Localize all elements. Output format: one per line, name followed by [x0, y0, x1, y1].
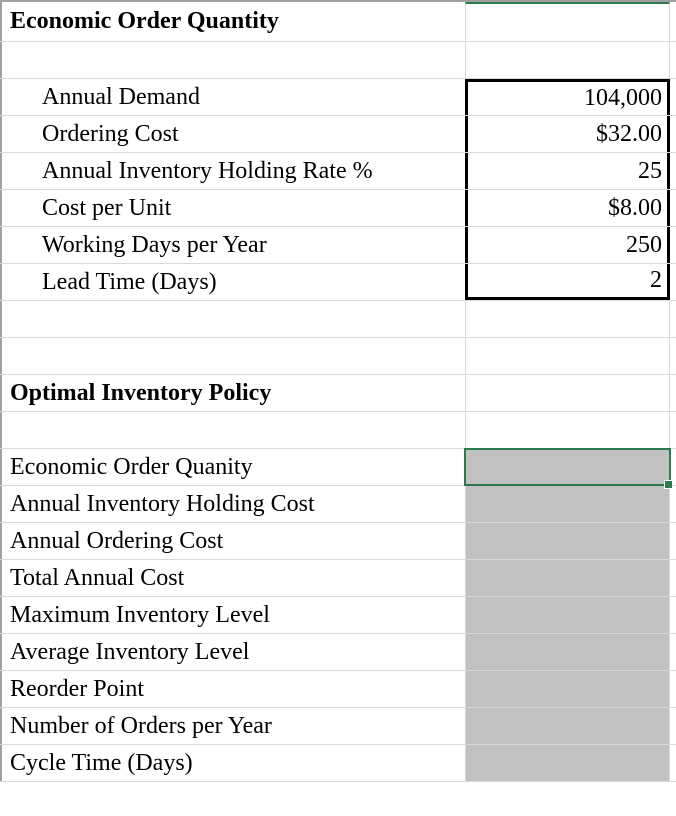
cell[interactable]	[0, 42, 465, 78]
table-row: Optimal Inventory Policy	[0, 375, 676, 412]
section2-title[interactable]: Optimal Inventory Policy	[0, 375, 465, 411]
output-value[interactable]	[465, 523, 670, 559]
table-row: Reorder Point	[0, 671, 676, 708]
table-row: Average Inventory Level	[0, 634, 676, 671]
input-label[interactable]: Lead Time (Days)	[0, 264, 465, 300]
cell[interactable]	[465, 412, 670, 448]
input-label[interactable]: Working Days per Year	[0, 227, 465, 263]
output-label[interactable]: Annual Inventory Holding Cost	[0, 486, 465, 522]
table-row	[0, 301, 676, 338]
input-value[interactable]: 250	[465, 227, 670, 263]
output-label[interactable]: Annual Ordering Cost	[0, 523, 465, 559]
output-value[interactable]	[465, 634, 670, 670]
cell[interactable]	[465, 301, 670, 337]
input-value[interactable]: $32.00	[465, 116, 670, 152]
table-row: Annual Demand 104,000	[0, 79, 676, 116]
output-label[interactable]: Economic Order Quanity	[0, 449, 465, 485]
output-value[interactable]	[465, 708, 670, 744]
output-value[interactable]	[465, 560, 670, 596]
output-value[interactable]	[465, 745, 670, 781]
table-row: Cost per Unit $8.00	[0, 190, 676, 227]
cell[interactable]	[465, 338, 670, 374]
input-label[interactable]: Ordering Cost	[0, 116, 465, 152]
table-row: Annual Inventory Holding Rate % 25	[0, 153, 676, 190]
input-label[interactable]: Annual Inventory Holding Rate %	[0, 153, 465, 189]
output-label[interactable]: Cycle Time (Days)	[0, 745, 465, 781]
output-value[interactable]	[465, 597, 670, 633]
table-row: Lead Time (Days) 2	[0, 264, 676, 301]
output-label[interactable]: Number of Orders per Year	[0, 708, 465, 744]
cell[interactable]	[465, 42, 670, 78]
table-row	[0, 42, 676, 79]
input-label[interactable]: Cost per Unit	[0, 190, 465, 226]
input-label[interactable]: Annual Demand	[0, 79, 465, 115]
spreadsheet-region: Economic Order Quantity Annual Demand 10…	[0, 0, 676, 782]
section1-title[interactable]: Economic Order Quantity	[0, 2, 465, 41]
table-row: Cycle Time (Days)	[0, 745, 676, 782]
cell[interactable]	[0, 338, 465, 374]
input-value[interactable]: 2	[465, 264, 670, 300]
output-label[interactable]: Average Inventory Level	[0, 634, 465, 670]
table-row	[0, 412, 676, 449]
table-row: Total Annual Cost	[0, 560, 676, 597]
cell[interactable]	[465, 2, 670, 41]
output-value[interactable]	[465, 486, 670, 522]
table-row: Number of Orders per Year	[0, 708, 676, 745]
cell[interactable]	[0, 412, 465, 448]
output-label[interactable]: Total Annual Cost	[0, 560, 465, 596]
cell[interactable]	[465, 375, 670, 411]
table-row: Maximum Inventory Level	[0, 597, 676, 634]
cell[interactable]	[0, 301, 465, 337]
input-value[interactable]: 25	[465, 153, 670, 189]
input-value[interactable]: $8.00	[465, 190, 670, 226]
output-value[interactable]	[465, 671, 670, 707]
table-row: Working Days per Year 250	[0, 227, 676, 264]
table-row: Ordering Cost $32.00	[0, 116, 676, 153]
active-cell[interactable]	[465, 449, 670, 485]
table-row: Economic Order Quanity	[0, 449, 676, 486]
input-value[interactable]: 104,000	[465, 79, 670, 115]
output-label[interactable]: Maximum Inventory Level	[0, 597, 465, 633]
table-row: Economic Order Quantity	[0, 0, 676, 42]
table-row: Annual Inventory Holding Cost	[0, 486, 676, 523]
table-row: Annual Ordering Cost	[0, 523, 676, 560]
output-label[interactable]: Reorder Point	[0, 671, 465, 707]
table-row	[0, 338, 676, 375]
